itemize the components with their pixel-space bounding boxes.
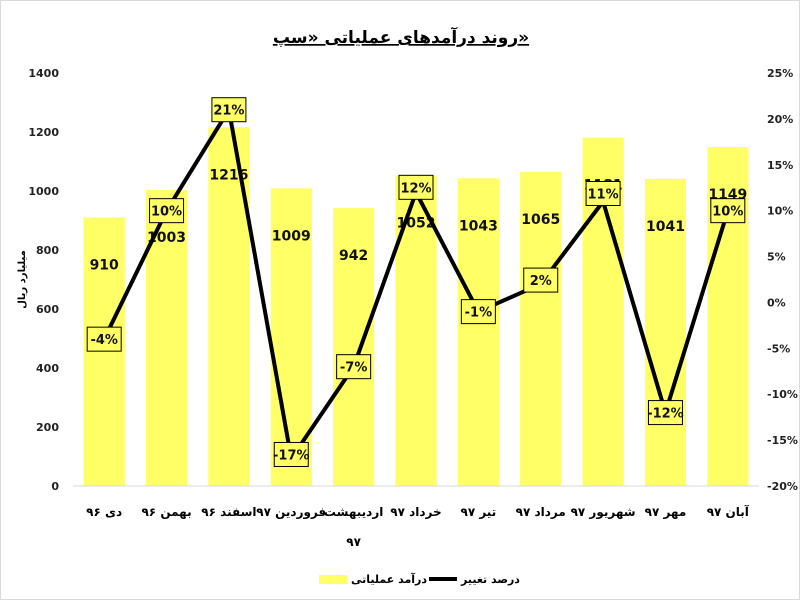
pct-label-box xyxy=(86,326,122,352)
y-tick-label: 1000 xyxy=(28,185,59,198)
pct-label-box xyxy=(149,198,185,224)
x-tick-label: اردیبهشت xyxy=(324,505,383,519)
bar xyxy=(644,178,687,486)
bar-value-label: 1009 xyxy=(272,228,311,244)
pct-label-box xyxy=(523,267,559,293)
x-tick-label: بهمن ۹۶ xyxy=(141,505,191,519)
bar xyxy=(333,208,375,487)
pct-label: 21% xyxy=(213,104,244,119)
bar xyxy=(457,178,499,486)
pct-label-box xyxy=(647,400,683,426)
pct-label: 2% xyxy=(530,274,552,289)
x-tick-label: شهریور ۹۷ xyxy=(571,505,636,520)
pct-label-box xyxy=(710,198,746,224)
x-tick-label: دی ۹۶ xyxy=(86,505,122,519)
bar-value-label: 942 xyxy=(339,248,368,264)
x-tick-label: مرداد ۹۷ xyxy=(516,505,566,519)
pct-label: -7% xyxy=(340,361,367,376)
y2-tick-label: 15% xyxy=(767,159,793,172)
y2-tick-label: 5% xyxy=(767,251,786,264)
pct-label-box xyxy=(273,441,309,467)
y-tick-label: 600 xyxy=(36,303,59,316)
legend-label-line: درصد تغییر xyxy=(460,573,520,586)
bar-value-label: 1043 xyxy=(459,218,498,234)
y-tick-label: 1400 xyxy=(28,67,59,80)
bar xyxy=(520,171,562,486)
pct-label: -17% xyxy=(273,448,310,463)
bar-value-label: 910 xyxy=(90,258,119,274)
x-tick-label: خرداد ۹۷ xyxy=(390,505,441,519)
y-tick-label: 1200 xyxy=(28,126,59,139)
y-tick-label: 200 xyxy=(36,421,59,434)
legend-swatch-bars xyxy=(319,575,347,584)
y-tick-label: 0 xyxy=(51,480,59,493)
pct-label: -12% xyxy=(647,407,684,422)
pct-label-box xyxy=(336,354,372,380)
y2-tick-label: -5% xyxy=(767,342,790,355)
pct-label: -1% xyxy=(465,306,492,321)
pct-label-box xyxy=(460,299,496,325)
y-axis-label: میلیارد ریال xyxy=(17,250,28,309)
pct-label: -4% xyxy=(90,333,117,348)
y2-tick-label: 0% xyxy=(767,296,786,309)
bar-value-label: 1065 xyxy=(521,212,560,228)
pct-label: 10% xyxy=(712,205,743,220)
bar-value-label: 1041 xyxy=(646,219,685,235)
y2-tick-label: -10% xyxy=(767,388,798,401)
y2-tick-label: -15% xyxy=(767,434,798,447)
pct-label: 12% xyxy=(400,181,431,196)
x-tick-label: آبان ۹۷ xyxy=(707,504,750,519)
pct-label: 11% xyxy=(588,187,619,202)
y2-tick-label: -20% xyxy=(767,480,798,493)
pct-label: 10% xyxy=(151,205,182,220)
pct-label-box xyxy=(585,180,621,206)
x-tick-label: اسفند ۹۶ xyxy=(201,505,256,519)
y2-tick-label: 10% xyxy=(767,205,793,218)
x-tick-label: ۹۷ xyxy=(346,535,361,549)
x-tick-label: فروردین ۹۷ xyxy=(256,505,326,520)
pct-label-box xyxy=(398,174,434,200)
y-tick-label: 800 xyxy=(36,244,59,257)
y2-tick-label: 20% xyxy=(767,113,793,126)
x-tick-label: تیر ۹۷ xyxy=(461,505,497,519)
bar xyxy=(83,217,125,487)
y2-tick-label: 25% xyxy=(767,67,793,80)
pct-label-box xyxy=(211,97,247,123)
y-tick-label: 400 xyxy=(36,362,59,375)
x-tick-label: مهر ۹۷ xyxy=(645,505,687,519)
chart-title: روند درآمدهای عملیاتی «سپ» xyxy=(273,26,529,48)
legend-label-bars: درآمد عملیاتی xyxy=(351,572,427,586)
